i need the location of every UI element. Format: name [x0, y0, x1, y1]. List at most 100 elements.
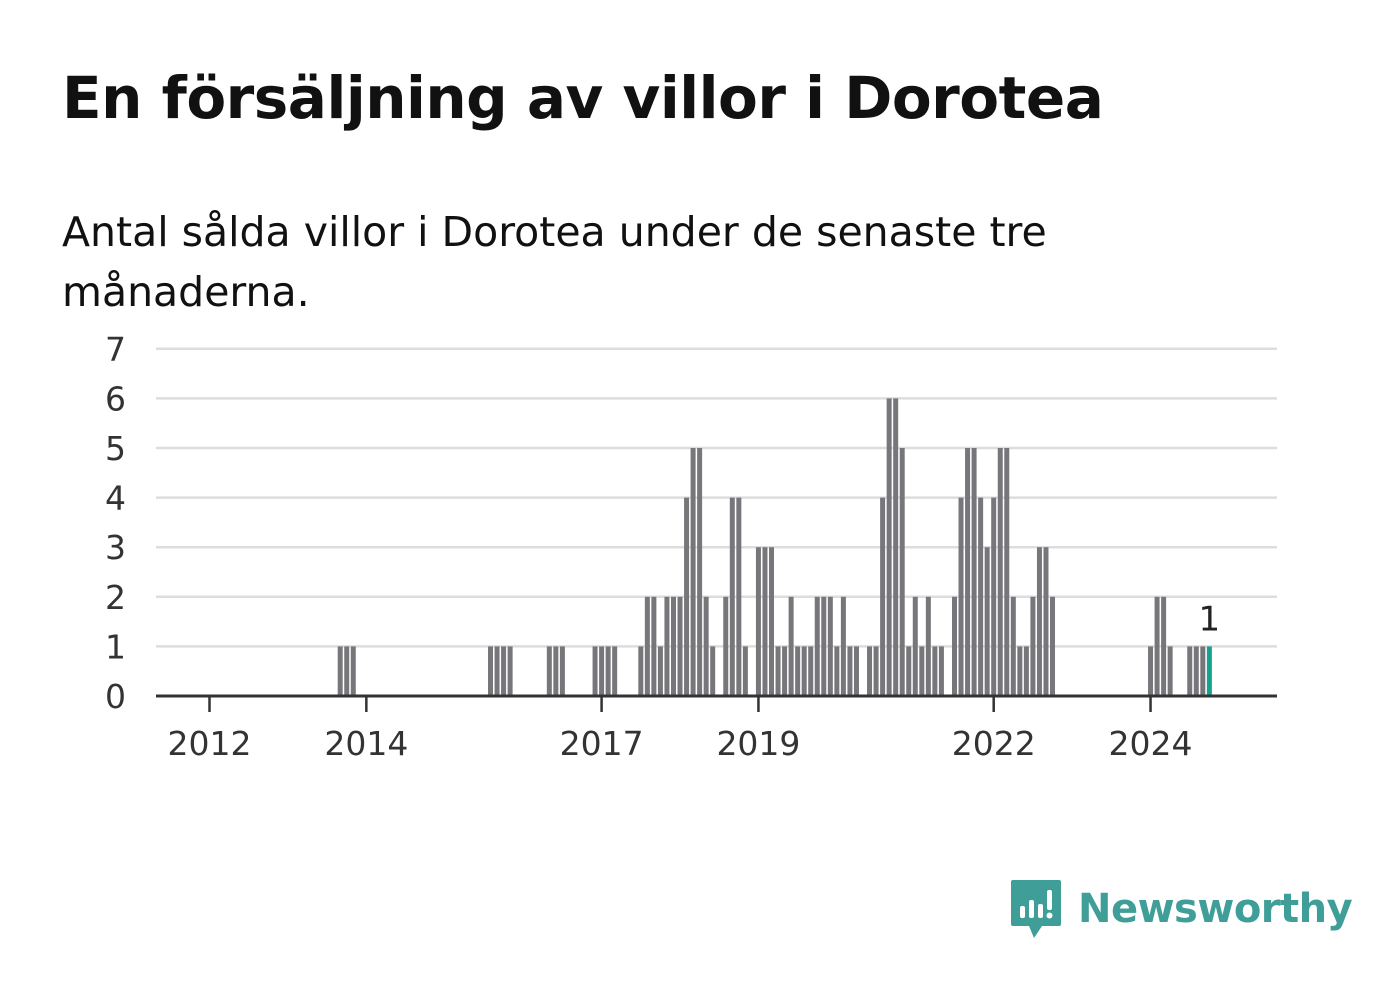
bar: [664, 596, 670, 696]
bar: [592, 646, 598, 696]
y-tick-label: 6: [105, 379, 126, 418]
bar: [782, 646, 788, 696]
bar: [821, 596, 827, 696]
bar: [814, 596, 820, 696]
bar: [912, 596, 918, 696]
bar: [775, 646, 781, 696]
bar: [494, 646, 500, 696]
chart-subtitle: Antal sålda villor i Dorotea under de se…: [62, 208, 1047, 316]
bar: [755, 547, 761, 696]
bar: [978, 497, 984, 696]
y-tick-label: 5: [105, 429, 126, 468]
bar: [638, 646, 644, 696]
bar: [1200, 646, 1206, 696]
y-tick-label: 3: [105, 528, 126, 567]
bar: [690, 448, 696, 696]
bar: [1154, 596, 1160, 696]
bar: [873, 646, 879, 696]
bar: [827, 596, 833, 696]
bar: [677, 596, 683, 696]
bar: [644, 596, 650, 696]
y-tick-label: 2: [105, 578, 126, 617]
x-tick-label: 2014: [324, 724, 408, 763]
bar: [703, 596, 709, 696]
bar: [847, 646, 853, 696]
bar: [997, 448, 1003, 696]
bar: [971, 448, 977, 696]
brand: Newsworthy: [1010, 878, 1353, 940]
bar: [742, 646, 748, 696]
bar: [1043, 547, 1049, 696]
bar: [350, 646, 356, 696]
axis-layer: [156, 694, 1277, 712]
bar: [769, 547, 775, 696]
bar: [651, 596, 657, 696]
bar: [919, 646, 925, 696]
bar: [925, 596, 931, 696]
bar: [337, 646, 343, 696]
bar: [684, 497, 690, 696]
brand-name: Newsworthy: [1078, 886, 1353, 932]
bar: [697, 448, 703, 696]
bar: [657, 646, 663, 696]
bar: [834, 646, 840, 696]
bar: [788, 596, 794, 696]
bar: [880, 497, 886, 696]
bar: [958, 497, 964, 696]
bar: [1187, 646, 1193, 696]
bar: [1017, 646, 1023, 696]
bar: [899, 448, 905, 696]
bar: [507, 646, 513, 696]
bar: [605, 646, 611, 696]
bar: [599, 646, 605, 696]
bar-highlight: [1206, 646, 1212, 696]
bar: [965, 448, 971, 696]
y-tick-label: 7: [105, 330, 126, 369]
bar: [729, 497, 735, 696]
bar: [762, 547, 768, 696]
chart-title: En försäljning av villor i Dorotea: [62, 64, 1104, 132]
bar: [344, 646, 350, 696]
bar: [867, 646, 873, 696]
bar: [1023, 646, 1029, 696]
label-layer: 0 1 2 3 4 5 6 7 1 2012 2014 2017 2019 2022 2024: [105, 330, 1220, 763]
bar: [801, 646, 807, 696]
bar-chart: 0 1 2 3 4 5 6 7 1 2012 2014 2017 2019 2022 2024: [105, 330, 1277, 763]
bar: [991, 497, 997, 696]
bar: [1030, 596, 1036, 696]
bar: [951, 596, 957, 696]
bar: [840, 596, 846, 696]
bar: [1036, 547, 1042, 696]
bar: [710, 646, 716, 696]
bar: [984, 547, 990, 696]
bar-layer: [337, 398, 1212, 696]
bar: [1161, 596, 1167, 696]
bar: [886, 398, 892, 696]
bar: [1167, 646, 1173, 696]
bar: [670, 596, 676, 696]
bar: [1193, 646, 1199, 696]
bar: [893, 398, 899, 696]
x-tick-label: 2022: [952, 724, 1036, 763]
bar: [559, 646, 565, 696]
bar: [1050, 596, 1056, 696]
bar: [736, 497, 742, 696]
x-tick-label: 2012: [168, 724, 252, 763]
bar: [501, 646, 507, 696]
grid-layer: [156, 347, 1277, 648]
bar: [723, 596, 729, 696]
bar: [906, 646, 912, 696]
bar: [612, 646, 618, 696]
bar-value-label: 1: [1199, 599, 1221, 639]
bar: [808, 646, 814, 696]
bar: [1010, 596, 1016, 696]
x-tick-label: 2019: [716, 724, 800, 763]
bar: [1004, 448, 1010, 696]
bar: [488, 646, 493, 696]
y-tick-label: 4: [105, 479, 126, 518]
bar: [1148, 646, 1154, 696]
bar: [932, 646, 938, 696]
bar: [546, 646, 552, 696]
y-tick-label: 1: [105, 627, 126, 666]
bar: [938, 646, 944, 696]
